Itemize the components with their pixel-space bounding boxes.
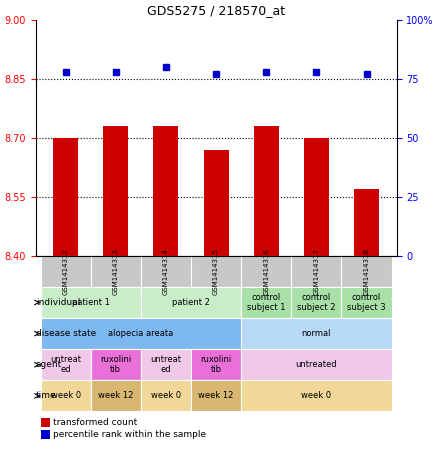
FancyBboxPatch shape (291, 287, 342, 318)
FancyBboxPatch shape (91, 256, 141, 287)
FancyBboxPatch shape (342, 287, 392, 318)
Text: alopecia areata: alopecia areata (108, 329, 173, 338)
Text: transformed count: transformed count (53, 418, 138, 427)
Text: week 0: week 0 (301, 391, 332, 400)
Bar (53, 138, 78, 256)
Text: individual: individual (36, 298, 80, 307)
FancyBboxPatch shape (141, 349, 191, 381)
Bar (304, 138, 329, 256)
Text: untreated: untreated (296, 360, 337, 369)
FancyBboxPatch shape (41, 287, 141, 318)
Bar (103, 126, 128, 256)
Bar (254, 126, 279, 256)
FancyBboxPatch shape (141, 381, 191, 411)
Text: week 0: week 0 (50, 391, 81, 400)
FancyBboxPatch shape (191, 381, 241, 411)
Text: GSM1414314: GSM1414314 (163, 248, 169, 295)
Text: GSM1414316: GSM1414316 (263, 248, 269, 295)
Bar (41, 418, 49, 427)
Text: control
subject 3: control subject 3 (347, 293, 386, 312)
FancyBboxPatch shape (241, 349, 392, 381)
FancyBboxPatch shape (191, 256, 241, 287)
Bar (204, 149, 229, 256)
FancyBboxPatch shape (191, 349, 241, 381)
Text: control
subject 1: control subject 1 (247, 293, 286, 312)
FancyBboxPatch shape (41, 381, 91, 411)
FancyBboxPatch shape (241, 381, 392, 411)
FancyBboxPatch shape (41, 349, 91, 381)
Title: GDS5275 / 218570_at: GDS5275 / 218570_at (147, 4, 285, 17)
Text: week 12: week 12 (198, 391, 234, 400)
Text: GSM1414315: GSM1414315 (213, 248, 219, 295)
Bar (153, 126, 178, 256)
Bar (41, 430, 49, 439)
Text: time: time (36, 391, 57, 400)
Text: untreat
ed: untreat ed (50, 355, 81, 375)
Text: ruxolini
tib: ruxolini tib (201, 355, 232, 375)
FancyBboxPatch shape (291, 256, 342, 287)
Text: ruxolini
tib: ruxolini tib (100, 355, 131, 375)
Text: patient 2: patient 2 (172, 298, 210, 307)
FancyBboxPatch shape (91, 349, 141, 381)
FancyBboxPatch shape (141, 256, 191, 287)
Text: GSM1414313: GSM1414313 (113, 248, 119, 295)
Text: GSM1414318: GSM1414318 (364, 248, 370, 295)
Text: normal: normal (302, 329, 331, 338)
FancyBboxPatch shape (91, 381, 141, 411)
Text: disease state: disease state (36, 329, 96, 338)
FancyBboxPatch shape (241, 318, 392, 349)
Text: GSM1414312: GSM1414312 (63, 248, 69, 295)
FancyBboxPatch shape (141, 287, 241, 318)
FancyBboxPatch shape (342, 256, 392, 287)
FancyBboxPatch shape (41, 256, 91, 287)
Text: percentile rank within the sample: percentile rank within the sample (53, 430, 206, 439)
Text: GSM1414317: GSM1414317 (313, 248, 319, 295)
Bar (354, 189, 379, 256)
FancyBboxPatch shape (41, 318, 241, 349)
Text: agent: agent (36, 360, 62, 369)
Text: patient 1: patient 1 (72, 298, 110, 307)
FancyBboxPatch shape (241, 287, 291, 318)
FancyBboxPatch shape (241, 256, 291, 287)
Text: week 0: week 0 (151, 391, 181, 400)
Text: week 12: week 12 (98, 391, 134, 400)
Text: control
subject 2: control subject 2 (297, 293, 336, 312)
Text: untreat
ed: untreat ed (150, 355, 181, 375)
